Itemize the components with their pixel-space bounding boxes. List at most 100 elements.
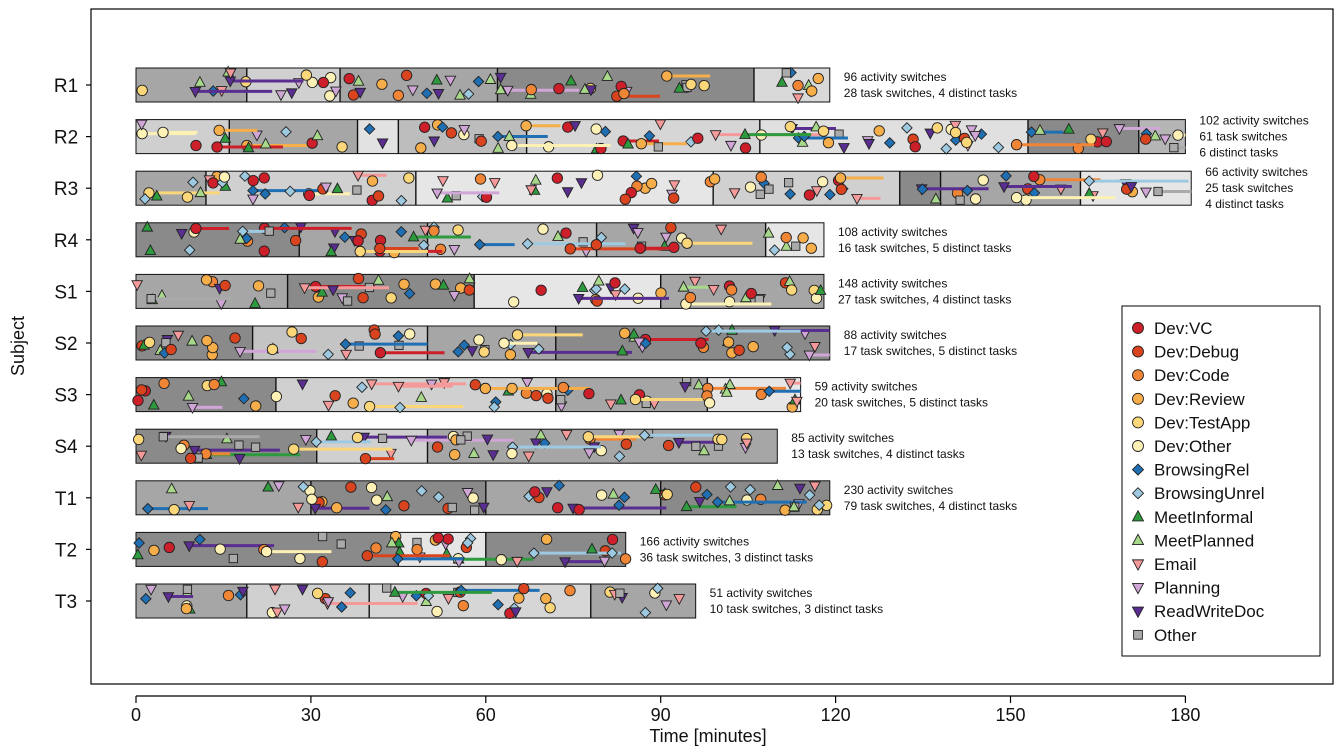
activity-marker — [495, 554, 507, 566]
activity-marker — [448, 291, 461, 303]
activity-marker — [564, 243, 576, 255]
activity-marker — [604, 399, 617, 411]
activity-marker — [294, 552, 306, 565]
activity-marker — [492, 130, 504, 143]
activity-marker — [452, 345, 465, 358]
activity-marker — [249, 296, 262, 308]
activity-marker — [132, 433, 145, 446]
activity-marker — [421, 87, 433, 100]
subject-annotation: 20 task switches, 5 distinct tasks — [815, 396, 988, 410]
activity-marker — [673, 594, 686, 606]
activity-marker — [635, 138, 647, 150]
activity-marker — [352, 272, 365, 285]
activity-marker — [723, 494, 736, 506]
activity-marker — [673, 81, 686, 93]
x-tick-label: 90 — [651, 705, 671, 725]
activity-marker — [317, 76, 330, 89]
activity-marker — [394, 401, 406, 414]
activity-marker — [463, 272, 476, 284]
activity-marker — [242, 141, 255, 153]
activity-marker — [372, 273, 385, 285]
activity-marker — [457, 600, 469, 612]
activity-marker — [473, 238, 486, 251]
activity-marker — [403, 287, 416, 300]
activity-marker — [619, 327, 631, 339]
activity-marker — [812, 72, 824, 85]
activity-marker — [654, 119, 667, 131]
activity-marker — [445, 127, 458, 139]
activity-marker — [1113, 124, 1126, 136]
activity-marker — [797, 232, 809, 244]
activity-marker — [444, 75, 457, 87]
activity-marker — [175, 229, 188, 241]
activity-marker — [949, 120, 962, 132]
activity-marker — [240, 232, 253, 245]
activity-marker — [338, 231, 351, 244]
activity-marker — [272, 481, 285, 493]
activity-marker — [598, 556, 611, 568]
activity-marker — [585, 542, 598, 554]
activity-marker — [1125, 182, 1138, 194]
activity-marker — [322, 348, 335, 361]
activity-marker — [661, 70, 673, 82]
activity-marker — [560, 227, 572, 239]
activity-marker — [709, 130, 722, 142]
activity-marker — [372, 190, 385, 202]
activity-marker — [132, 394, 144, 407]
subject-bar-outline — [135, 531, 627, 567]
activity-marker — [398, 500, 410, 512]
activity-marker — [376, 138, 389, 150]
activity-marker — [542, 392, 554, 404]
activity-marker — [442, 533, 454, 545]
activity-marker — [662, 439, 675, 452]
activity-marker — [716, 433, 728, 446]
activity-marker — [361, 550, 373, 562]
activity-marker — [141, 502, 154, 515]
activity-marker — [354, 87, 367, 99]
activity-marker — [873, 125, 885, 137]
activity-marker — [639, 337, 652, 350]
activity-marker — [247, 194, 259, 206]
activity-marker — [449, 449, 461, 461]
activity-marker — [207, 177, 219, 189]
subject-bar-outline — [135, 480, 831, 516]
activity-marker — [810, 186, 823, 198]
plot-frame — [90, 8, 1334, 685]
activity-marker — [784, 121, 796, 133]
activity-marker — [236, 586, 249, 598]
activity-marker — [306, 493, 318, 505]
activity-marker — [740, 438, 753, 450]
activity-marker — [544, 602, 556, 614]
legend-label: Dev:Code — [1154, 366, 1230, 385]
activity-marker — [745, 287, 757, 300]
activity-marker — [701, 488, 713, 501]
activity-marker — [645, 177, 658, 190]
activity-marker — [280, 125, 292, 138]
activity-marker — [755, 171, 767, 183]
activity-marker — [693, 497, 706, 509]
legend-label: ReadWriteDoc — [1154, 602, 1265, 621]
activity-marker — [506, 382, 518, 395]
activity-marker — [300, 69, 313, 81]
subject-bar-outline — [135, 377, 802, 413]
activity-marker — [310, 436, 323, 448]
subject-row-t2: 166 activity switches 36 task switches, 3… — [131, 530, 813, 569]
activity-marker — [553, 82, 565, 95]
activity-marker — [1010, 191, 1023, 204]
y-tick-label: R2 — [54, 128, 78, 149]
x-tick-label: 60 — [476, 705, 496, 725]
activity-marker — [162, 592, 175, 604]
activity-marker — [161, 338, 171, 348]
subject-row-r3: 66 activity switches 25 task switches 4 di… — [135, 165, 1308, 211]
activity-marker — [655, 287, 667, 299]
activity-marker — [796, 135, 809, 147]
activity-marker — [388, 585, 401, 597]
subject-annotation: 88 activity switches — [844, 328, 947, 342]
activity-marker — [728, 188, 741, 200]
activity-marker — [188, 445, 201, 457]
activity-marker — [458, 339, 471, 352]
activity-marker — [400, 69, 413, 82]
activity-marker — [461, 488, 474, 500]
activity-marker — [792, 93, 804, 105]
activity-marker — [385, 536, 398, 548]
